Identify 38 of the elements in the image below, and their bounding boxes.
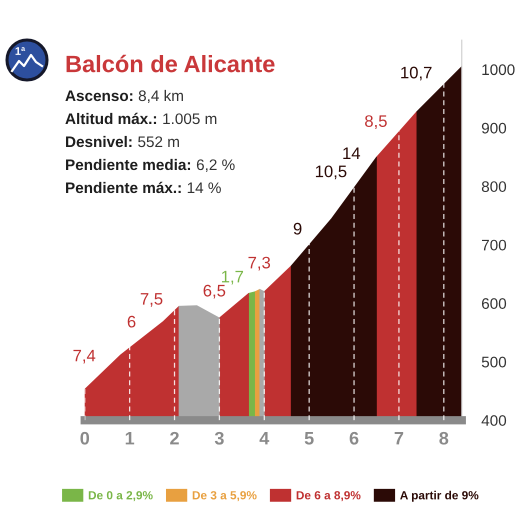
annotation: 7,4 bbox=[73, 350, 96, 364]
annotation: Ascenso: 8,4 km bbox=[65, 90, 183, 103]
legend-label: De 0 a 2,9% bbox=[88, 491, 153, 502]
annotation: 6,5 bbox=[204, 284, 226, 299]
legend-label: De 3 a 5,9% bbox=[192, 491, 257, 502]
x-tick-label: 7 bbox=[394, 432, 404, 444]
x-tick-label: 6 bbox=[350, 432, 358, 445]
annotation: Pendiente media: 6,2 % bbox=[66, 158, 235, 172]
y-tick-label: 900 bbox=[482, 122, 506, 134]
text: 1ª bbox=[16, 47, 26, 55]
annotation: Altitud máx.: 1.005 m bbox=[65, 112, 216, 124]
y-tick-label: 400 bbox=[482, 415, 506, 426]
y-tick-label: 700 bbox=[482, 240, 506, 251]
annotation: 8,5 bbox=[365, 115, 387, 129]
x-tick-label: 1 bbox=[126, 432, 134, 444]
y-tick-label: 500 bbox=[482, 356, 506, 368]
annotation: Desnivel: 552 m bbox=[66, 136, 179, 148]
annotation: 1,7 bbox=[222, 270, 244, 284]
annotation: 10,5 bbox=[316, 165, 346, 180]
x-tick-label: 2 bbox=[170, 432, 179, 444]
annotation: 7,3 bbox=[248, 256, 270, 270]
y-tick-label: 600 bbox=[482, 298, 506, 309]
annotation: Pendiente máx.: 14 % bbox=[66, 182, 221, 194]
y-tick-label: 800 bbox=[482, 181, 506, 192]
annotation: 14 bbox=[343, 148, 360, 159]
chart-title: Balcón de Alicante bbox=[66, 54, 275, 72]
annotation: 7,5 bbox=[140, 293, 162, 307]
y-tick-label: 1000 bbox=[482, 64, 515, 76]
x-tick-label: 4 bbox=[260, 432, 270, 444]
legend-label: A partir de 9% bbox=[400, 490, 478, 502]
x-tick-label: 3 bbox=[214, 432, 224, 445]
annotation: 6 bbox=[128, 316, 136, 328]
x-tick-label: 5 bbox=[304, 432, 314, 445]
legend-label: De 6 a 8,9% bbox=[296, 491, 361, 502]
annotation: 10,7 bbox=[401, 66, 432, 80]
x-tick-label: 0 bbox=[80, 432, 90, 445]
x-tick-label: 8 bbox=[439, 432, 448, 445]
annotation: 9 bbox=[294, 222, 302, 235]
